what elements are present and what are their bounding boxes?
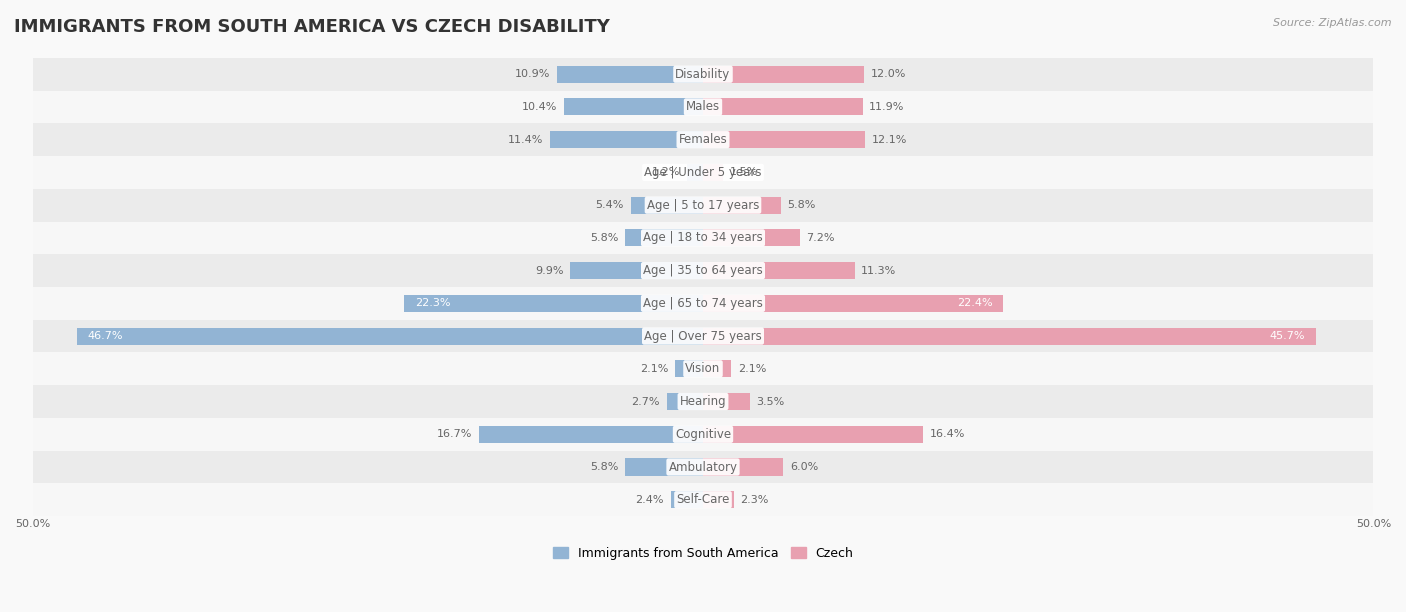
Text: 16.7%: 16.7%	[437, 429, 472, 439]
Text: Age | Under 5 years: Age | Under 5 years	[644, 166, 762, 179]
Bar	[703, 196, 780, 214]
Bar	[703, 65, 863, 83]
Text: 1.5%: 1.5%	[730, 168, 758, 177]
Bar	[564, 99, 703, 116]
Text: 46.7%: 46.7%	[87, 331, 124, 341]
Text: 7.2%: 7.2%	[806, 233, 835, 243]
Text: 2.7%: 2.7%	[631, 397, 659, 406]
Text: 10.9%: 10.9%	[515, 69, 550, 79]
Bar	[626, 230, 703, 247]
Text: 11.3%: 11.3%	[862, 266, 897, 275]
Bar	[703, 99, 862, 116]
Text: Cognitive: Cognitive	[675, 428, 731, 441]
Text: 45.7%: 45.7%	[1270, 331, 1305, 341]
Text: 2.3%: 2.3%	[741, 494, 769, 505]
Text: 12.1%: 12.1%	[872, 135, 907, 144]
Bar	[32, 287, 1374, 319]
Bar	[479, 426, 703, 442]
Text: Ambulatory: Ambulatory	[668, 460, 738, 474]
Bar	[688, 164, 703, 181]
Text: Self-Care: Self-Care	[676, 493, 730, 506]
Bar	[77, 327, 703, 345]
Bar	[32, 156, 1374, 188]
Text: 16.4%: 16.4%	[929, 429, 965, 439]
Text: 22.3%: 22.3%	[415, 298, 450, 308]
Bar	[32, 188, 1374, 222]
Text: IMMIGRANTS FROM SOUTH AMERICA VS CZECH DISABILITY: IMMIGRANTS FROM SOUTH AMERICA VS CZECH D…	[14, 18, 610, 36]
Bar	[557, 65, 703, 83]
Bar	[32, 385, 1374, 418]
Bar	[675, 360, 703, 378]
Text: Vision: Vision	[685, 362, 721, 375]
Bar	[671, 491, 703, 508]
Text: Disability: Disability	[675, 68, 731, 81]
Text: Females: Females	[679, 133, 727, 146]
Bar	[32, 483, 1374, 516]
Bar	[550, 131, 703, 148]
Bar	[703, 491, 734, 508]
Bar	[666, 393, 703, 410]
Bar	[404, 295, 703, 312]
Text: 12.0%: 12.0%	[870, 69, 905, 79]
Text: 2.4%: 2.4%	[636, 494, 664, 505]
Bar	[703, 393, 749, 410]
Bar	[32, 58, 1374, 91]
Text: 11.4%: 11.4%	[508, 135, 544, 144]
Text: 11.9%: 11.9%	[869, 102, 904, 112]
Text: 5.8%: 5.8%	[591, 233, 619, 243]
Bar	[703, 164, 723, 181]
Bar	[32, 319, 1374, 353]
Bar	[703, 262, 855, 279]
Bar	[703, 131, 865, 148]
Text: 5.8%: 5.8%	[591, 462, 619, 472]
Text: 10.4%: 10.4%	[522, 102, 557, 112]
Text: Age | 65 to 74 years: Age | 65 to 74 years	[643, 297, 763, 310]
Text: 3.5%: 3.5%	[756, 397, 785, 406]
Legend: Immigrants from South America, Czech: Immigrants from South America, Czech	[547, 542, 859, 565]
Bar	[32, 91, 1374, 123]
Text: 22.4%: 22.4%	[957, 298, 993, 308]
Bar	[703, 327, 1316, 345]
Bar	[32, 254, 1374, 287]
Text: 9.9%: 9.9%	[536, 266, 564, 275]
Text: 5.4%: 5.4%	[596, 200, 624, 210]
Text: Age | 5 to 17 years: Age | 5 to 17 years	[647, 199, 759, 212]
Text: Age | 18 to 34 years: Age | 18 to 34 years	[643, 231, 763, 244]
Text: Age | 35 to 64 years: Age | 35 to 64 years	[643, 264, 763, 277]
Text: Hearing: Hearing	[679, 395, 727, 408]
Bar	[571, 262, 703, 279]
Bar	[703, 360, 731, 378]
Bar	[32, 450, 1374, 483]
Text: 6.0%: 6.0%	[790, 462, 818, 472]
Bar	[626, 458, 703, 476]
Text: 2.1%: 2.1%	[640, 364, 668, 374]
Bar	[32, 123, 1374, 156]
Bar	[32, 418, 1374, 450]
Bar	[32, 353, 1374, 385]
Bar	[631, 196, 703, 214]
Text: 2.1%: 2.1%	[738, 364, 766, 374]
Bar	[703, 458, 783, 476]
Bar	[32, 222, 1374, 254]
Bar	[703, 426, 922, 442]
Bar	[703, 295, 1004, 312]
Text: Age | Over 75 years: Age | Over 75 years	[644, 330, 762, 343]
Text: Source: ZipAtlas.com: Source: ZipAtlas.com	[1274, 18, 1392, 28]
Bar	[703, 230, 800, 247]
Text: 1.2%: 1.2%	[652, 168, 681, 177]
Text: Males: Males	[686, 100, 720, 113]
Text: 5.8%: 5.8%	[787, 200, 815, 210]
